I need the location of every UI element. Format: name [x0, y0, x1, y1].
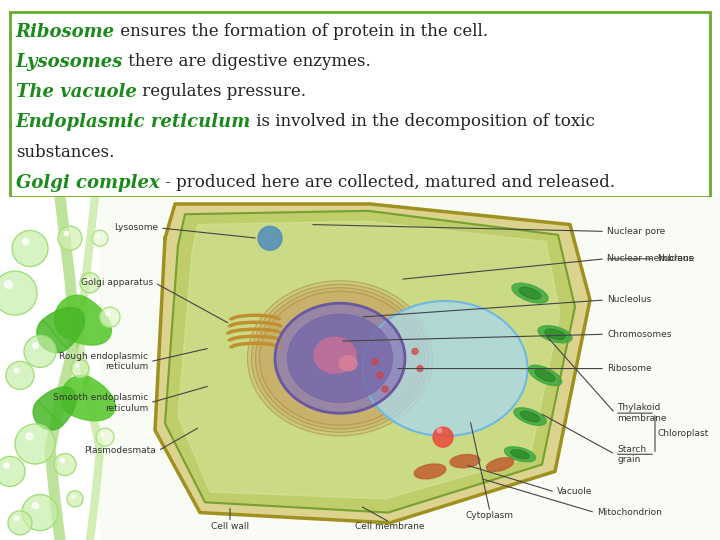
- Circle shape: [58, 226, 82, 250]
- Ellipse shape: [362, 301, 528, 436]
- Text: regulates pressure.: regulates pressure.: [137, 83, 306, 100]
- Text: Lysosome: Lysosome: [114, 224, 158, 232]
- Circle shape: [0, 456, 25, 487]
- Circle shape: [382, 386, 388, 392]
- Circle shape: [100, 307, 120, 327]
- Text: Cell wall: Cell wall: [211, 522, 249, 531]
- Ellipse shape: [287, 314, 392, 402]
- Text: there are digestive enzymes.: there are digestive enzymes.: [123, 53, 371, 70]
- Circle shape: [412, 348, 418, 354]
- Text: Endoplasmic reticulum: Endoplasmic reticulum: [16, 113, 251, 131]
- Text: Golgi complex: Golgi complex: [16, 174, 160, 192]
- Circle shape: [67, 491, 83, 507]
- Ellipse shape: [512, 283, 548, 303]
- Ellipse shape: [339, 356, 357, 371]
- Text: is involved in the decomposition of toxic: is involved in the decomposition of toxi…: [251, 113, 595, 130]
- Ellipse shape: [251, 284, 428, 432]
- Text: Chromosomes: Chromosomes: [607, 330, 671, 339]
- Circle shape: [15, 424, 55, 464]
- Bar: [0, 197, 720, 540]
- Ellipse shape: [248, 281, 433, 436]
- Ellipse shape: [414, 464, 446, 479]
- Text: The vacuole: The vacuole: [16, 83, 137, 101]
- Text: Cytoplasm: Cytoplasm: [466, 511, 514, 521]
- Text: Ribosome: Ribosome: [607, 364, 652, 373]
- Text: Golgi apparatus: Golgi apparatus: [81, 278, 153, 287]
- Circle shape: [0, 271, 37, 315]
- Ellipse shape: [487, 458, 513, 471]
- Ellipse shape: [314, 338, 356, 373]
- Text: substances.: substances.: [16, 144, 114, 160]
- Text: ensures the formation of protein in the cell.: ensures the formation of protein in the …: [115, 23, 488, 39]
- Text: Thylakoid
membrane: Thylakoid membrane: [617, 403, 667, 423]
- Polygon shape: [33, 387, 76, 430]
- Ellipse shape: [510, 450, 529, 459]
- Circle shape: [22, 495, 58, 531]
- Circle shape: [24, 335, 56, 367]
- Text: - produced here are collected, matured and released.: - produced here are collected, matured a…: [160, 174, 615, 191]
- Circle shape: [80, 273, 100, 293]
- Polygon shape: [165, 211, 575, 512]
- Ellipse shape: [275, 303, 405, 413]
- Circle shape: [12, 231, 48, 267]
- Text: Starch
grain: Starch grain: [617, 444, 646, 464]
- Polygon shape: [155, 204, 590, 523]
- Text: Nucleus: Nucleus: [657, 254, 693, 264]
- Circle shape: [96, 428, 114, 446]
- Circle shape: [433, 427, 453, 447]
- Text: Rough endoplasmic
reticulum: Rough endoplasmic reticulum: [59, 352, 148, 372]
- Text: Chloroplast: Chloroplast: [658, 429, 709, 438]
- Text: Mitochondria: Mitochondria: [16, 204, 153, 222]
- Circle shape: [8, 511, 32, 535]
- Circle shape: [417, 366, 423, 372]
- Circle shape: [71, 360, 89, 377]
- Ellipse shape: [514, 408, 546, 426]
- Circle shape: [92, 230, 108, 246]
- Text: Lysosomes: Lysosomes: [16, 53, 123, 71]
- Polygon shape: [178, 221, 560, 499]
- Polygon shape: [60, 375, 115, 421]
- FancyBboxPatch shape: [10, 12, 710, 197]
- Circle shape: [372, 359, 378, 364]
- Ellipse shape: [538, 326, 572, 343]
- Ellipse shape: [505, 447, 536, 462]
- Text: Mitochondrion: Mitochondrion: [597, 508, 662, 517]
- Text: Cell membrane: Cell membrane: [355, 522, 425, 531]
- Circle shape: [377, 373, 383, 379]
- Text: Ribosome: Ribosome: [16, 23, 115, 40]
- Text: provide energy in the cell.: provide energy in the cell.: [153, 204, 379, 221]
- Text: Plasmodesmata: Plasmodesmata: [84, 447, 156, 455]
- Circle shape: [54, 454, 76, 476]
- Ellipse shape: [528, 365, 562, 386]
- Ellipse shape: [545, 329, 565, 339]
- Ellipse shape: [259, 291, 420, 426]
- Ellipse shape: [256, 288, 425, 429]
- Text: Nuclear pore: Nuclear pore: [607, 227, 665, 236]
- Text: Vacuole: Vacuole: [557, 488, 593, 496]
- Ellipse shape: [519, 287, 541, 299]
- Text: Nuclear membrane: Nuclear membrane: [607, 254, 694, 264]
- Ellipse shape: [521, 411, 540, 422]
- Polygon shape: [54, 295, 112, 345]
- Circle shape: [258, 226, 282, 250]
- Text: Nucleolus: Nucleolus: [607, 295, 652, 305]
- Text: Smooth endoplasmic
reticulum: Smooth endoplasmic reticulum: [53, 393, 148, 413]
- Circle shape: [6, 361, 34, 389]
- Ellipse shape: [450, 455, 480, 468]
- Polygon shape: [37, 307, 84, 353]
- Ellipse shape: [535, 369, 555, 382]
